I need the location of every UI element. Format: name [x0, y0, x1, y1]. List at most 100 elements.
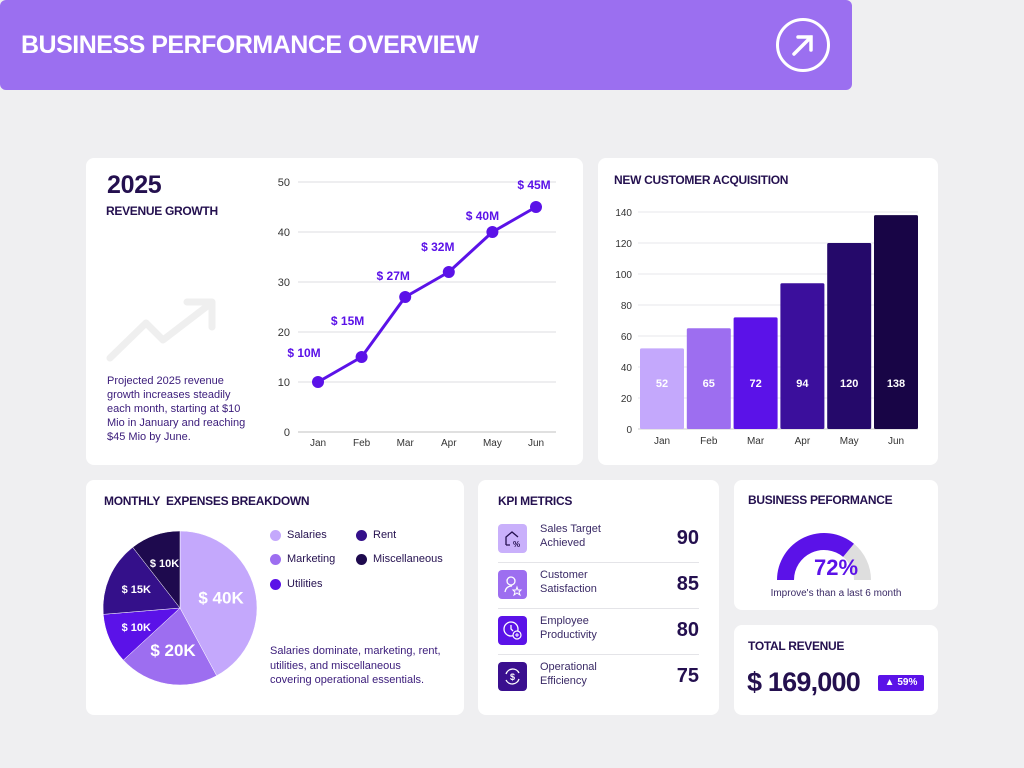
house-percent-icon: % — [498, 524, 527, 553]
expenses-description: Salaries dominate, marketing, rent, util… — [270, 645, 441, 686]
data-point — [486, 226, 499, 238]
legend-salaries: Salaries — [270, 529, 327, 541]
y-tick-label: 0 — [284, 427, 290, 439]
bar — [640, 348, 684, 429]
y-tick-label: 120 — [615, 239, 632, 250]
pie-slice-label: $ 20K — [150, 641, 196, 660]
data-label: $ 15M — [331, 314, 364, 328]
data-point — [312, 376, 324, 388]
bar-value-label: 52 — [656, 378, 668, 390]
revenue-description: Projected 2025 revenue growth increases … — [107, 375, 246, 443]
x-tick-label: Jan — [310, 438, 326, 449]
legend-swatch — [356, 529, 367, 541]
kpi-row-employee-productivity: Employee Productivity 80 — [498, 609, 699, 655]
legend-label: Miscellaneous — [373, 553, 443, 565]
acquisition-title: NEW CUSTOMER ACQUISITION — [614, 173, 789, 187]
expenses-card: MONTHLY EXPENSES BREAKDOWN $ 40K $ 20K $ 1… — [86, 480, 464, 715]
arrow-up-right-icon[interactable] — [776, 18, 830, 72]
bar-value-label: 138 — [887, 378, 905, 390]
x-tick-label: Apr — [795, 436, 811, 447]
data-point — [355, 351, 368, 363]
pie-slice-label: $ 40K — [198, 589, 244, 608]
pie-slice-label: $ 10K — [150, 558, 179, 570]
pie-slice-label: $ 10K — [122, 622, 151, 634]
x-tick-label: May — [483, 438, 502, 449]
x-tick-label: Mar — [747, 436, 765, 447]
legend-swatch — [270, 553, 281, 565]
y-tick-label: 0 — [626, 425, 632, 436]
growth-badge: ▲ 59% — [878, 675, 924, 691]
x-tick-label: Mar — [397, 438, 415, 449]
total-revenue-card: TOTAL REVENUE $ 169,000 ▲ 59% — [734, 625, 938, 715]
kpi-title: KPI METRICS — [498, 494, 573, 508]
data-label: $ 45M — [517, 178, 550, 192]
kpi-value: 85 — [676, 573, 699, 595]
data-point — [530, 201, 542, 213]
trend-arrow-icon — [106, 298, 216, 362]
legend-label: Salaries — [287, 529, 327, 541]
legend-swatch — [270, 529, 281, 541]
legend-label: Utilities — [287, 578, 323, 590]
y-tick-label: 80 — [621, 301, 633, 312]
x-tick-label: Feb — [353, 438, 371, 449]
user-star-icon — [498, 570, 527, 599]
y-tick-label: 40 — [621, 363, 633, 374]
bar — [874, 215, 918, 429]
revenue-year: 2025 — [107, 171, 162, 199]
revenue-line — [317, 205, 537, 384]
legend-utilities: Utilities — [270, 578, 322, 590]
data-label: $ 32M — [421, 240, 454, 254]
bar — [827, 243, 872, 429]
y-tick-label: 140 — [615, 208, 632, 219]
pie-slice-rent — [102, 546, 181, 615]
bar — [686, 328, 731, 429]
gauge-fill — [777, 533, 854, 580]
kpi-label: Sales Target Achieved — [540, 523, 601, 549]
expenses-pie-chart: $ 40K $ 20K $ 10K $ 15K $ 10K — [102, 530, 258, 686]
legend-rent: Rent — [356, 529, 396, 541]
x-tick-label: Jan — [654, 436, 670, 447]
page-title: BUSINESS PERFORMANCE OVERVIEW — [21, 31, 479, 59]
kpi-label: Customer Satisfaction — [540, 569, 597, 595]
expenses-title: MONTHLY EXPENSES BREAKDOWN — [104, 494, 310, 508]
x-tick-label: Jun — [888, 436, 904, 447]
kpi-row-customer-satisfaction: Customer Satisfaction 85 — [498, 563, 699, 609]
bar-value-label: 65 — [703, 378, 715, 390]
y-tick-label: 10 — [278, 377, 290, 389]
data-label: $ 10M — [287, 346, 320, 360]
clock-plus-icon — [498, 616, 527, 645]
data-label: $ 40M — [466, 209, 499, 223]
revenue-title: REVENUE GROWTH — [106, 204, 218, 218]
revenue-growth-card: 2025 REVENUE GROWTH Projected 2025 reven… — [86, 158, 583, 465]
kpi-value: 90 — [676, 527, 699, 549]
performance-title: BUSINESS PEFORMANCE — [748, 493, 893, 507]
y-tick-label: 20 — [278, 327, 290, 339]
legend-miscellaneous: Miscellaneous — [356, 553, 443, 565]
revenue-line-chart: 0 10 20 30 40 50 $ 10M Jan $ 15M Feb $ 27M Mar $ 32M… — [278, 177, 556, 449]
svg-text:%: % — [513, 540, 520, 549]
performance-gauge — [777, 533, 871, 580]
y-tick-label: 20 — [621, 394, 633, 405]
legend-label: Rent — [373, 529, 397, 541]
x-tick-label: Feb — [700, 436, 718, 447]
kpi-value: 80 — [676, 619, 699, 641]
data-label: $ 27M — [377, 269, 410, 283]
business-performance-card: BUSINESS PEFORMANCE 72% Improve's than a… — [734, 480, 938, 610]
customer-acquisition-card: NEW CUSTOMER ACQUISITION 0 20 40 60 80 100 120… — [598, 158, 938, 465]
kpi-row-sales-target: % Sales Target Achieved 90 — [498, 517, 699, 563]
bar — [733, 317, 778, 429]
y-tick-label: 60 — [621, 332, 633, 343]
y-tick-label: 40 — [278, 227, 290, 239]
bar-value-label: 72 — [749, 378, 761, 390]
x-tick-label: Apr — [441, 438, 457, 449]
svg-text:$: $ — [510, 672, 515, 682]
bar-value-label: 94 — [796, 378, 809, 390]
data-point — [442, 266, 455, 278]
pie-slice-label: $ 15K — [122, 584, 151, 596]
y-tick-label: 30 — [278, 277, 290, 289]
pie-slice-salaries — [179, 530, 258, 677]
header-banner: BUSINESS PERFORMANCE OVERVIEW — [0, 0, 852, 90]
bar — [780, 283, 825, 429]
legend-marketing: Marketing — [270, 553, 335, 565]
acquisition-bar-chart: 0 20 40 60 80 100 120 140 52 Jan 65 Feb 72 Mar 94 Apr 12… — [615, 208, 918, 447]
